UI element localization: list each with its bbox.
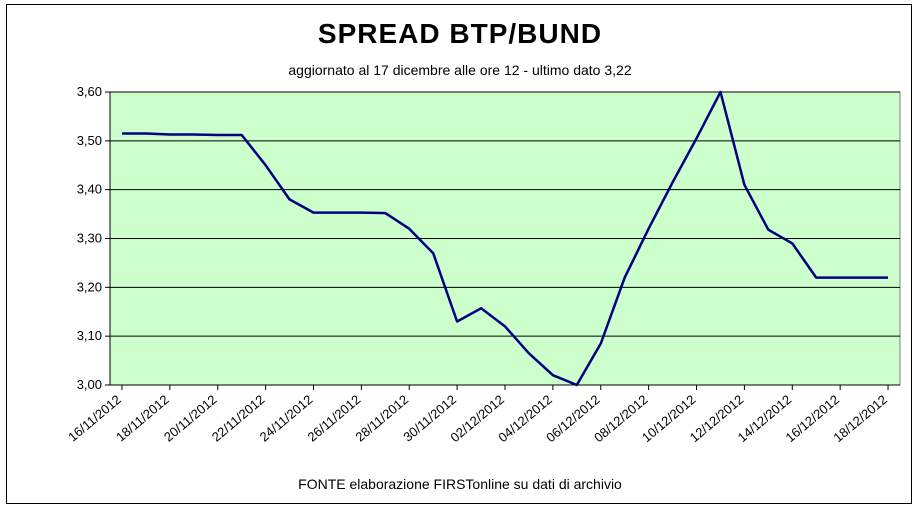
y-tick-label: 3,60 [77,84,102,99]
y-tick-label: 3,30 [77,231,102,246]
y-tick-label: 3,10 [77,328,102,343]
chart-title: SPREAD BTP/BUND [317,18,603,49]
y-tick-label: 3,40 [77,182,102,197]
x-tick-label: 18/12/2012 [830,392,889,445]
series-line [122,90,888,387]
chart-subtitle: aggiornato al 17 dicembre alle ore 12 - … [288,62,632,78]
y-tick-label: 3,20 [77,279,102,294]
y-tick-label: 3,50 [77,133,102,148]
y-tick-label: 3,00 [77,377,102,392]
chart-source: FONTE elaborazione FIRSTonline su dati d… [298,476,622,492]
